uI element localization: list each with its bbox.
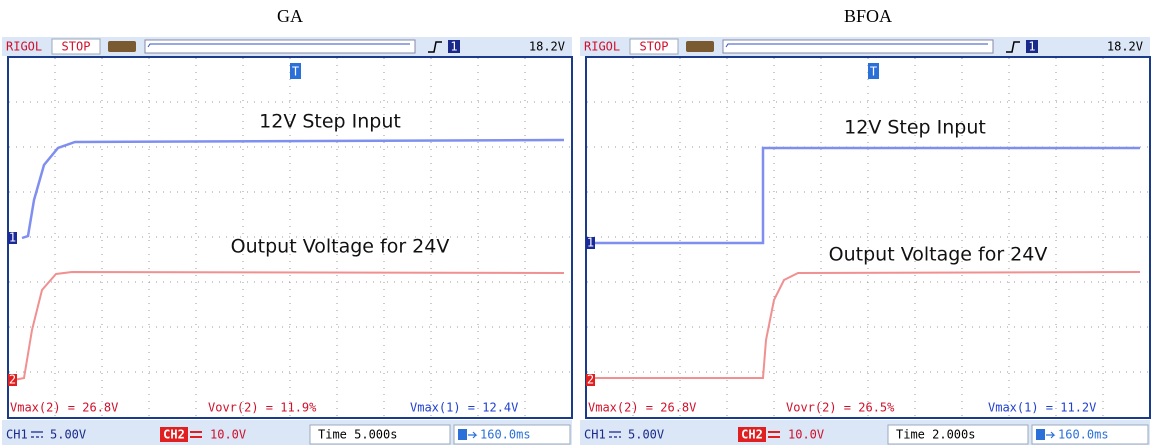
- wave-window: [145, 40, 415, 53]
- trigger-source: 1: [1028, 40, 1035, 54]
- brand: RIGOL: [584, 40, 620, 54]
- measurement: Vmax(2) = 26.8V: [10, 401, 118, 415]
- ch2-scale: 10.0V: [788, 428, 824, 442]
- offset-icon: [1036, 429, 1045, 440]
- timebase: Time 5.000s: [318, 428, 397, 442]
- output-label: Output Voltage for 24V: [829, 244, 1048, 266]
- ch2-label: CH2: [163, 428, 185, 442]
- measurement: Vmax(1) = 11.2V: [988, 401, 1096, 415]
- ch1-scale: 5.00V: [50, 428, 86, 442]
- offset: 160.0ms: [1058, 428, 1109, 442]
- ch1-label: CH1: [6, 428, 28, 442]
- offset-icon: [458, 429, 467, 440]
- offset: 160.0ms: [480, 428, 531, 442]
- measurement: Vmax(1) = 12.4V: [410, 401, 518, 415]
- panel-title: GA: [277, 6, 303, 26]
- output-label: Output Voltage for 24V: [231, 236, 450, 258]
- input-label: 12V Step Input: [844, 117, 986, 139]
- trigger-level: 18.2V: [1107, 40, 1143, 54]
- wave-window: [723, 40, 993, 53]
- ch2-marker-label: 2: [9, 373, 16, 387]
- figure: GA RIGOL STOP 1 1 18.2V T 1 2 12V Step Input Outpu…: [0, 0, 1151, 446]
- ch2-scale: 10.0V: [210, 428, 246, 442]
- ch2-marker-label: 2: [587, 373, 594, 387]
- trigger-source: 1: [450, 40, 457, 54]
- input-label: 12V Step Input: [259, 111, 401, 133]
- measurement: Vovr(2) = 11.9%: [208, 401, 317, 415]
- memory-icon: [108, 41, 136, 52]
- panel-title: BFOA: [844, 6, 892, 26]
- measurement: Vmax(2) = 26.8V: [588, 401, 696, 415]
- ch1-marker-label: 1: [9, 231, 16, 245]
- status: STOP: [640, 40, 669, 54]
- measurement: Vovr(2) = 26.5%: [786, 401, 895, 415]
- trigger-level: 18.2V: [529, 40, 565, 54]
- trigger-marker-label: T: [870, 65, 877, 79]
- brand: RIGOL: [6, 40, 42, 54]
- ch1-label: CH1: [584, 428, 606, 442]
- status: STOP: [62, 40, 91, 54]
- ch1-marker-label: 1: [587, 236, 594, 250]
- trigger-marker-label: T: [292, 65, 299, 79]
- ch2-label: CH2: [741, 428, 763, 442]
- timebase: Time 2.000s: [896, 428, 975, 442]
- ch1-scale: 5.00V: [628, 428, 664, 442]
- memory-icon: [686, 41, 714, 52]
